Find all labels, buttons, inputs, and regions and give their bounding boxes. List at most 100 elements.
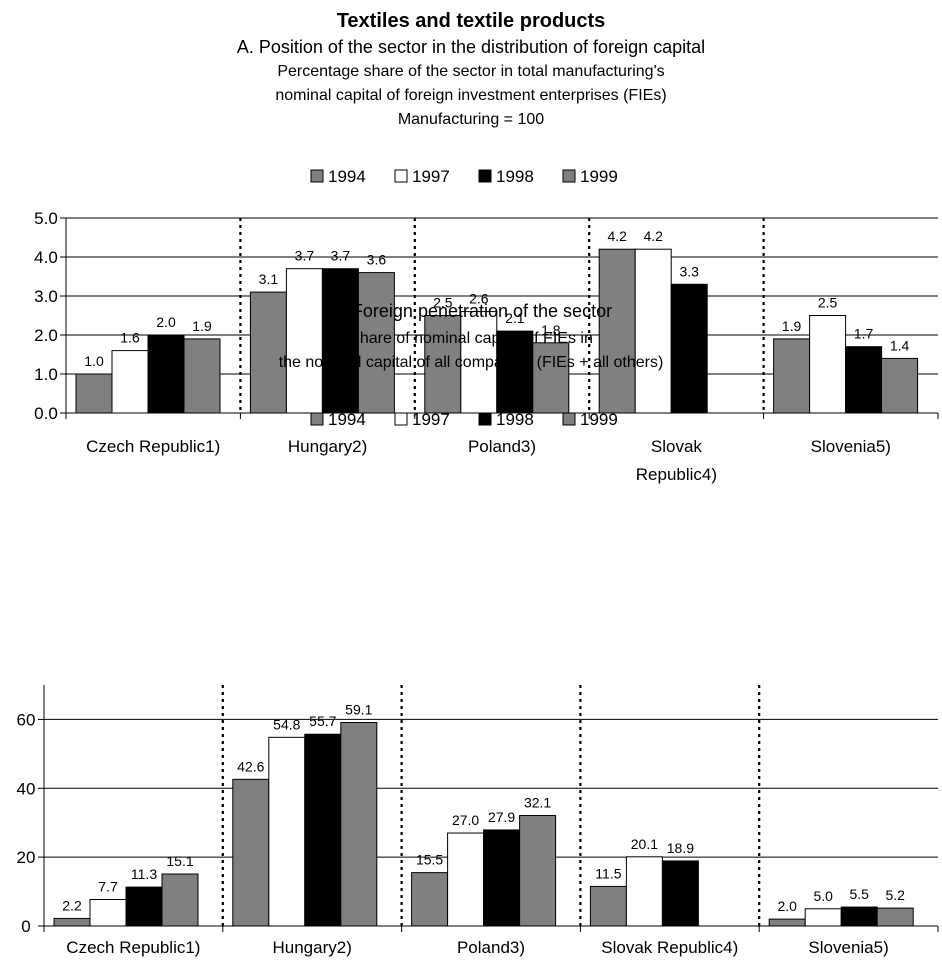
chart-subtitle-line: the nominal capital of all companies (FI… (279, 354, 664, 371)
legend-label: 1998 (496, 410, 534, 429)
bar-1994 (768, 918, 806, 927)
category-label: Republic4) (636, 465, 717, 484)
data-label: 4.2 (607, 228, 627, 244)
category-label: Slovak Republic4) (601, 938, 738, 957)
y-tick-label: 0 (21, 917, 30, 936)
bar-1999 (881, 357, 919, 414)
legend-label: 1998 (496, 167, 534, 186)
data-label: 2.1 (505, 310, 525, 326)
category-label: Slovenia5) (811, 437, 891, 456)
bar-1999 (876, 907, 914, 927)
legend-swatch (394, 412, 408, 426)
data-label: 2.5 (433, 295, 453, 311)
bar-1997 (809, 315, 847, 414)
bar-1997 (625, 856, 663, 927)
data-label: 54.8 (273, 716, 300, 732)
legend-swatch (310, 169, 324, 183)
legend-swatch (562, 412, 576, 426)
bar-1998 (845, 346, 883, 414)
bar-1997 (460, 311, 498, 414)
y-tick-label: 20 (17, 848, 36, 867)
legend-label: 1999 (580, 167, 618, 186)
chart-subtitle-line: Manufacturing = 100 (398, 111, 544, 128)
bar-1997 (447, 832, 485, 927)
bar-1994 (773, 338, 811, 414)
data-label: 15.1 (166, 853, 193, 869)
data-label: 32.1 (524, 794, 551, 810)
data-label: 1.9 (192, 318, 212, 334)
chart-subtitle-line: nominal capital of foreign investment en… (275, 87, 666, 104)
main-title: Textiles and textile products (337, 10, 606, 32)
data-label: 4.2 (643, 228, 663, 244)
data-label: 20.1 (631, 836, 658, 852)
data-label: 2.2 (62, 897, 82, 913)
data-label: 27.9 (488, 809, 515, 825)
data-label: 11.5 (595, 865, 621, 881)
data-label: 42.6 (237, 758, 264, 774)
bar-1994 (75, 373, 113, 414)
category-label: Poland3) (468, 437, 536, 456)
bar-1998 (670, 283, 708, 414)
data-label: 3.3 (679, 263, 699, 279)
bar-1998 (147, 334, 185, 414)
data-label: 11.3 (131, 866, 157, 882)
bar-1999 (340, 722, 378, 927)
legend-swatch (478, 169, 492, 183)
data-label: 5.0 (813, 888, 833, 904)
data-label: 1.6 (120, 330, 140, 346)
bar-1994 (232, 778, 270, 927)
data-label: 55.7 (309, 713, 336, 729)
data-label: 27.0 (452, 812, 479, 828)
data-label: 3.7 (331, 248, 351, 264)
data-label: 7.7 (98, 878, 118, 894)
bar-1994 (589, 885, 627, 927)
y-tick-label: 2.0 (34, 326, 58, 345)
bar-1997 (89, 898, 127, 927)
data-label: 2.5 (818, 295, 838, 311)
y-tick-label: 5.0 (34, 209, 58, 228)
data-label: 5.5 (849, 886, 869, 902)
data-label: 2.0 (156, 314, 176, 330)
bar-1997 (804, 908, 842, 927)
data-label: 1.0 (84, 353, 104, 369)
bar-1994 (53, 917, 91, 927)
bar-1998 (304, 733, 342, 927)
data-label: 2.6 (469, 291, 489, 307)
data-label: 3.1 (259, 271, 279, 287)
y-tick-label: 60 (17, 710, 36, 729)
bar-1997 (268, 736, 306, 927)
chart-subtitle-line: Share of nominal capital of FIEs in (349, 330, 593, 347)
y-tick-label: 40 (17, 779, 36, 798)
data-label: 1.9 (782, 318, 802, 334)
data-label: 59.1 (345, 702, 372, 718)
chart-b: B. Foreign penetration of the sector Shar… (17, 301, 939, 957)
category-label: Slovenia5) (808, 938, 888, 957)
legend-label: 1994 (328, 410, 366, 429)
bar-1994 (598, 248, 636, 414)
category-label: Hungary2) (273, 938, 352, 957)
data-label: 1.7 (854, 326, 874, 342)
bar-1994 (411, 872, 449, 927)
legend-label: 1997 (412, 410, 450, 429)
bar-1997 (111, 350, 149, 414)
category-label: Hungary2) (288, 437, 367, 456)
data-label: 15.5 (416, 852, 443, 868)
y-tick-label: 3.0 (34, 287, 58, 306)
legend-label: 1994 (328, 167, 366, 186)
data-label: 3.7 (295, 248, 315, 264)
data-label: 2.0 (777, 898, 797, 914)
bar-1999 (532, 342, 570, 414)
chart-a: A. Position of the sector in the distrib… (34, 37, 939, 484)
bar-1998 (321, 268, 359, 414)
category-label: Slovak (651, 437, 703, 456)
bar-1994 (249, 291, 287, 414)
bar-1994 (424, 315, 462, 414)
y-tick-label: 1.0 (34, 365, 58, 384)
legend-swatch (310, 412, 324, 426)
bar-1999 (183, 338, 221, 414)
data-label: 5.2 (885, 887, 905, 903)
bar-1998 (125, 886, 163, 927)
chart-title: A. Position of the sector in the distrib… (237, 37, 705, 57)
legend-swatch (394, 169, 408, 183)
